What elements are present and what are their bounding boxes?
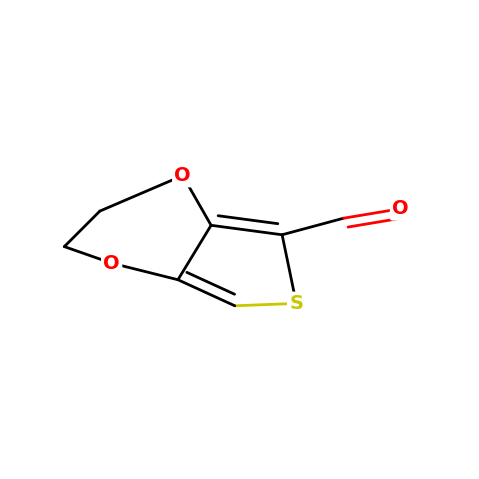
Text: O: O [174, 166, 191, 185]
Text: O: O [392, 199, 409, 218]
Text: S: S [289, 294, 303, 313]
Text: O: O [103, 254, 120, 273]
